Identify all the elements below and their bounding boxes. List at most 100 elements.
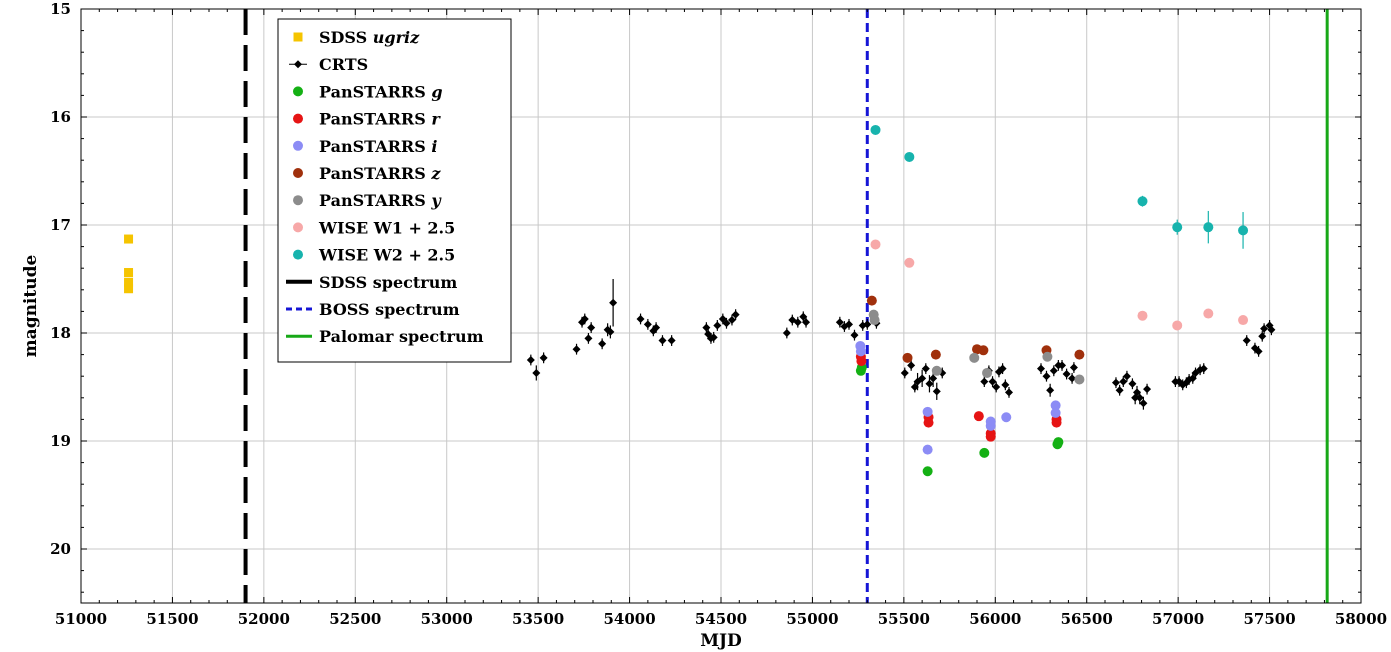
x-tick-label: 56500 bbox=[1061, 610, 1113, 628]
data-point bbox=[992, 383, 1001, 391]
legend-swatch bbox=[293, 32, 303, 42]
data-point bbox=[1074, 349, 1085, 360]
data-point bbox=[866, 295, 877, 306]
data-point bbox=[124, 284, 134, 294]
data-point bbox=[1172, 320, 1183, 331]
plot-marks bbox=[124, 124, 1276, 477]
x-tick-label: 52500 bbox=[329, 610, 381, 628]
data-point bbox=[1119, 377, 1128, 386]
data-point bbox=[1058, 361, 1067, 370]
y-tick-label: 18 bbox=[50, 324, 71, 342]
data-point bbox=[930, 349, 941, 360]
data-point bbox=[1137, 310, 1148, 321]
legend-label: SDSS ugriz bbox=[319, 28, 420, 47]
data-point bbox=[902, 352, 913, 363]
data-point bbox=[1050, 400, 1061, 411]
data-point bbox=[932, 387, 941, 396]
data-point bbox=[722, 319, 731, 328]
data-point bbox=[985, 420, 996, 431]
legend-label: PanSTARRS g bbox=[319, 82, 443, 101]
data-point bbox=[609, 298, 618, 307]
data-point bbox=[802, 318, 811, 327]
legend-swatch bbox=[293, 195, 303, 206]
data-point bbox=[1128, 379, 1137, 388]
data-point bbox=[652, 323, 661, 332]
data-point bbox=[539, 353, 548, 362]
data-point bbox=[1143, 385, 1152, 394]
data-point bbox=[982, 367, 993, 378]
data-point bbox=[923, 417, 934, 428]
x-tick-label: 53000 bbox=[421, 610, 473, 628]
data-point bbox=[1115, 386, 1124, 395]
data-point bbox=[1135, 393, 1144, 402]
legend-swatch bbox=[293, 249, 303, 260]
data-point bbox=[1242, 336, 1251, 345]
data-point bbox=[979, 447, 990, 458]
legend-swatch bbox=[293, 140, 303, 151]
data-point bbox=[1238, 315, 1249, 326]
data-point bbox=[1069, 363, 1078, 372]
axis-ticks: 51000 51500 52000 52500 53000 53500 54000 54500… bbox=[50, 0, 1387, 628]
data-point bbox=[799, 312, 808, 321]
data-point bbox=[1001, 412, 1012, 423]
data-point bbox=[1042, 372, 1051, 381]
data-point bbox=[643, 320, 652, 329]
data-point bbox=[1005, 388, 1013, 397]
legend-swatch bbox=[293, 86, 303, 97]
legend-swatch bbox=[294, 60, 302, 69]
data-point bbox=[606, 327, 615, 336]
y-tick-label: 19 bbox=[50, 432, 71, 450]
legend-label: PanSTARRS z bbox=[319, 164, 441, 183]
legend-label: WISE W1 + 2.5 bbox=[318, 218, 455, 237]
data-point bbox=[973, 411, 984, 422]
legend-label: PanSTARRS i bbox=[319, 137, 437, 156]
data-point bbox=[584, 334, 593, 343]
data-point bbox=[869, 315, 880, 326]
data-point bbox=[856, 356, 867, 367]
legend-swatch bbox=[293, 222, 303, 233]
y-tick-label: 16 bbox=[50, 108, 71, 126]
grid bbox=[81, 9, 1361, 603]
data-point bbox=[985, 431, 996, 442]
data-point bbox=[713, 321, 722, 330]
data-point bbox=[793, 318, 802, 327]
data-point bbox=[1203, 222, 1214, 233]
data-point bbox=[907, 361, 916, 370]
data-point bbox=[1254, 347, 1263, 356]
series-panstarrs-z bbox=[866, 295, 1085, 363]
data-point bbox=[731, 310, 740, 319]
data-point bbox=[1122, 372, 1131, 381]
x-tick-label: 58000 bbox=[1335, 610, 1387, 628]
data-point bbox=[1267, 325, 1276, 334]
x-tick-label: 56000 bbox=[969, 610, 1021, 628]
x-axis-label: MJD bbox=[700, 631, 742, 651]
x-tick-label: 54500 bbox=[695, 610, 747, 628]
legend-swatch bbox=[293, 168, 303, 178]
data-point bbox=[900, 368, 909, 377]
series-wise-w1-2-5 bbox=[870, 239, 1249, 331]
data-point bbox=[922, 444, 933, 455]
data-point bbox=[980, 377, 989, 386]
data-point bbox=[580, 314, 589, 323]
data-point bbox=[1258, 332, 1267, 341]
x-tick-label: 57500 bbox=[1243, 610, 1295, 628]
x-tick-label: 55000 bbox=[786, 610, 838, 628]
data-point bbox=[904, 151, 915, 162]
data-point bbox=[922, 466, 933, 477]
spectrum-lines bbox=[243, 9, 1329, 603]
x-tick-label: 51500 bbox=[146, 610, 198, 628]
data-point bbox=[1037, 364, 1045, 373]
data-point bbox=[1046, 386, 1055, 395]
data-point bbox=[1172, 222, 1183, 233]
data-point bbox=[532, 368, 541, 377]
data-point bbox=[845, 320, 853, 329]
data-point bbox=[1238, 225, 1249, 236]
data-point bbox=[598, 339, 607, 348]
data-point bbox=[835, 318, 844, 327]
y-tick-label: 17 bbox=[50, 216, 71, 234]
x-tick-label: 55500 bbox=[878, 610, 930, 628]
data-point bbox=[572, 345, 581, 354]
data-point bbox=[978, 345, 989, 356]
series-crts bbox=[526, 279, 1276, 410]
